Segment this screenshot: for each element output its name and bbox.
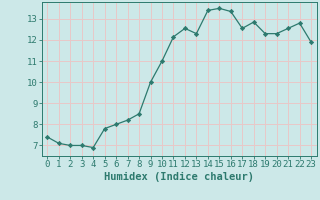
X-axis label: Humidex (Indice chaleur): Humidex (Indice chaleur) <box>104 172 254 182</box>
